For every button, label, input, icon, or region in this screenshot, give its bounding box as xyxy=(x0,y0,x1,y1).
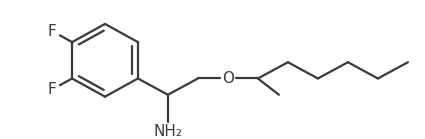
Text: F: F xyxy=(48,24,57,39)
Text: NH₂: NH₂ xyxy=(153,124,182,139)
Text: F: F xyxy=(48,82,57,97)
Text: O: O xyxy=(222,71,234,86)
